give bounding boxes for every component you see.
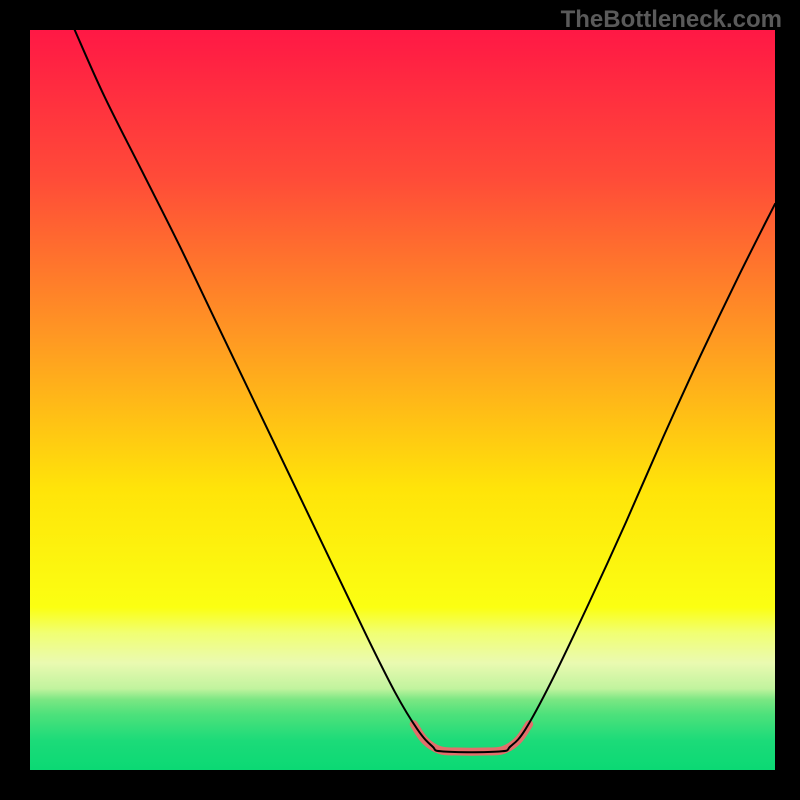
chart-frame: TheBottleneck.com <box>0 0 800 800</box>
bottleneck-curve <box>75 30 775 752</box>
watermark-text: TheBottleneck.com <box>561 6 782 34</box>
curve-layer <box>0 0 800 800</box>
valley-highlight <box>414 724 529 752</box>
